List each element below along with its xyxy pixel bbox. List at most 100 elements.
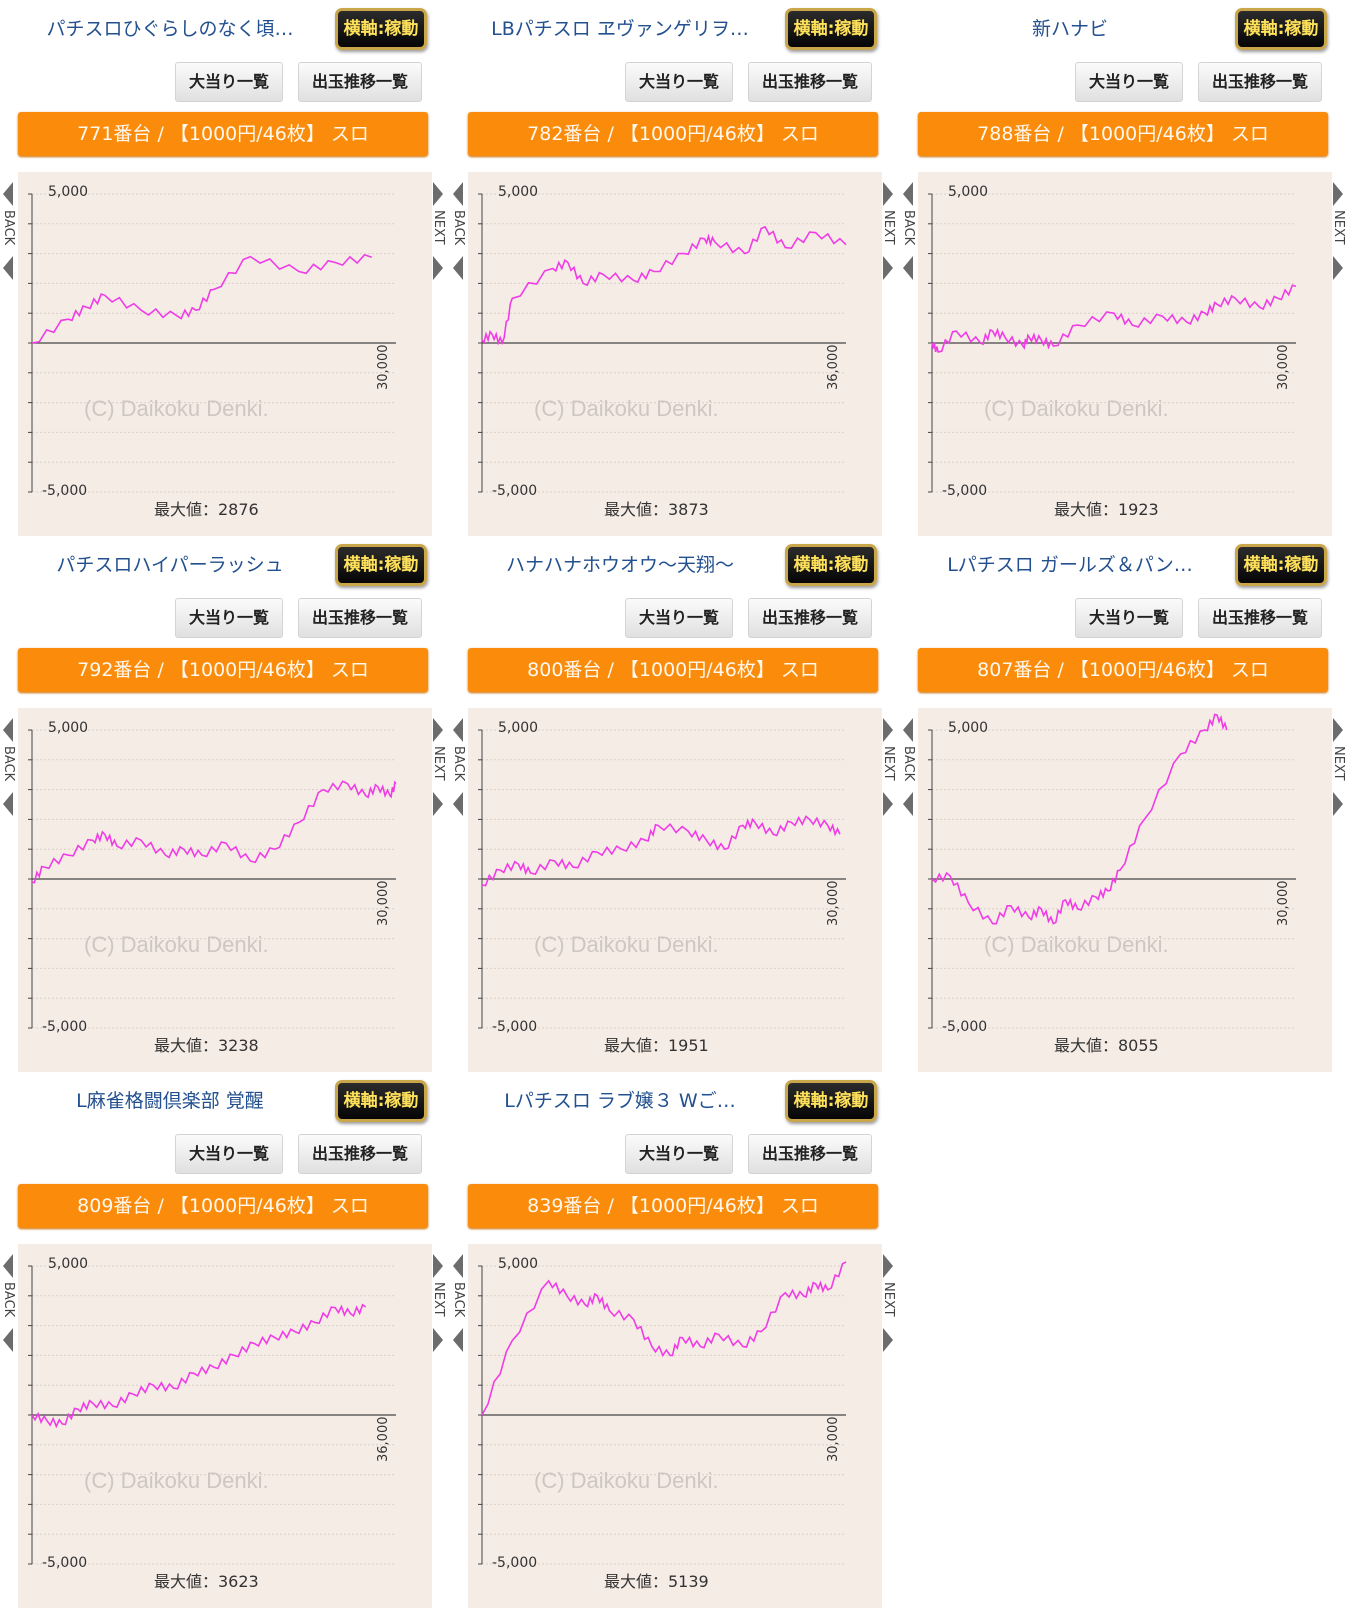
machine-number-bar[interactable]: 792番台 / 【1000円/46枚】 スロ <box>18 648 428 692</box>
next-nav[interactable]: NEXT <box>1330 182 1348 282</box>
payout-trend-button[interactable]: 出玉推移一覧 <box>748 1134 872 1174</box>
axis-toggle-button[interactable]: 横軸:稼動 <box>785 8 877 50</box>
arrow-right-icon <box>883 256 893 280</box>
jackpot-list-button[interactable]: 大当り一覧 <box>175 1134 283 1174</box>
payout-series-line <box>931 713 1228 925</box>
back-nav[interactable]: BACK <box>900 718 918 818</box>
machine-number-bar[interactable]: 809番台 / 【1000円/46枚】 スロ <box>18 1184 428 1228</box>
back-nav[interactable]: BACK <box>0 718 18 818</box>
machine-number-bar[interactable]: 800番台 / 【1000円/46枚】 スロ <box>468 648 878 692</box>
y-min-label: -5,000 <box>42 1019 88 1035</box>
machine-card: Lパチスロ ガールズ＆パン… 横軸:稼動 大当り一覧 出玉推移一覧 807番台 … <box>900 536 1350 1072</box>
chart-svg <box>478 729 846 1029</box>
payout-trend-button[interactable]: 出玉推移一覧 <box>748 598 872 638</box>
back-nav[interactable]: BACK <box>900 182 918 282</box>
machine-title[interactable]: ハナハナホウオウ〜天翔〜 <box>505 554 734 576</box>
arrow-right-icon <box>883 1254 893 1278</box>
back-label: BACK <box>451 746 466 782</box>
payout-trend-button[interactable]: 出玉推移一覧 <box>1198 598 1322 638</box>
machine-number-bar[interactable]: 839番台 / 【1000円/46枚】 スロ <box>468 1184 878 1228</box>
payout-series-line <box>31 780 397 884</box>
payout-chart: (C) Daikoku Denki. 5,000 -5,000 36,000 最… <box>468 172 882 536</box>
back-label: BACK <box>901 746 916 782</box>
back-nav[interactable]: BACK <box>0 182 18 282</box>
next-nav[interactable]: NEXT <box>430 182 448 282</box>
arrow-left-icon <box>903 718 913 742</box>
next-nav[interactable]: NEXT <box>1330 718 1348 818</box>
arrow-left-icon <box>453 1328 463 1352</box>
chart-svg <box>478 193 847 493</box>
arrow-left-icon <box>3 1254 13 1278</box>
arrow-left-icon <box>3 1328 13 1352</box>
back-nav[interactable]: BACK <box>450 1254 468 1354</box>
payout-trend-button[interactable]: 出玉推移一覧 <box>1198 62 1322 102</box>
next-label: NEXT <box>431 210 446 245</box>
next-nav[interactable]: NEXT <box>880 718 898 818</box>
machine-title[interactable]: L麻雀格闘倶楽部 覚醒 <box>76 1090 264 1112</box>
machine-title[interactable]: LBパチスロ ヱヴァンゲリヲ… <box>491 18 749 40</box>
x-max-label: 36,000 <box>376 1416 391 1463</box>
machine-title[interactable]: パチスロひぐらしのなく頃… <box>46 18 294 40</box>
back-label: BACK <box>1 746 16 782</box>
back-nav[interactable]: BACK <box>0 1254 18 1354</box>
arrow-right-icon <box>883 718 893 742</box>
arrow-left-icon <box>3 718 13 742</box>
y-max-label: 5,000 <box>48 1256 89 1272</box>
x-max-label: 30,000 <box>1276 344 1291 391</box>
back-label: BACK <box>1 210 16 246</box>
machine-number-bar[interactable]: 771番台 / 【1000円/46枚】 スロ <box>18 112 428 156</box>
next-nav[interactable]: NEXT <box>880 1254 898 1354</box>
watermark: (C) Daikoku Denki. <box>84 932 269 957</box>
payout-trend-button[interactable]: 出玉推移一覧 <box>298 598 422 638</box>
axis-toggle-button[interactable]: 横軸:稼動 <box>335 8 427 50</box>
arrow-left-icon <box>453 792 463 816</box>
jackpot-list-button[interactable]: 大当り一覧 <box>175 62 283 102</box>
machine-number-bar[interactable]: 807番台 / 【1000円/46枚】 スロ <box>918 648 1328 692</box>
axis-toggle-button[interactable]: 横軸:稼動 <box>335 544 427 586</box>
back-label: BACK <box>1 1282 16 1318</box>
machine-card: 新ハナビ 横軸:稼動 大当り一覧 出玉推移一覧 788番台 / 【1000円/4… <box>900 0 1350 536</box>
axis-toggle-button[interactable]: 横軸:稼動 <box>785 544 877 586</box>
max-value-label: 最大値：8055 <box>1054 1036 1159 1055</box>
payout-chart: (C) Daikoku Denki. 5,000 -5,000 36,000 最… <box>18 1244 432 1608</box>
axis-toggle-button[interactable]: 横軸:稼動 <box>1235 8 1327 50</box>
y-max-label: 5,000 <box>48 184 89 200</box>
machine-title[interactable]: パチスロハイパーラッシュ <box>56 554 284 576</box>
axis-toggle-button[interactable]: 横軸:稼動 <box>335 1080 427 1122</box>
back-nav[interactable]: BACK <box>450 182 468 282</box>
watermark: (C) Daikoku Denki. <box>534 396 719 421</box>
payout-trend-button[interactable]: 出玉推移一覧 <box>748 62 872 102</box>
chart-svg <box>928 193 1297 493</box>
machine-number-bar[interactable]: 788番台 / 【1000円/46枚】 スロ <box>918 112 1328 156</box>
axis-toggle-button[interactable]: 横軸:稼動 <box>1235 544 1327 586</box>
max-value-label: 最大値：1951 <box>604 1036 709 1055</box>
payout-trend-button[interactable]: 出玉推移一覧 <box>298 62 422 102</box>
y-max-label: 5,000 <box>498 184 539 200</box>
payout-chart: (C) Daikoku Denki. 5,000 -5,000 30,000 最… <box>18 708 432 1072</box>
machine-number-bar[interactable]: 782番台 / 【1000円/46枚】 スロ <box>468 112 878 156</box>
jackpot-list-button[interactable]: 大当り一覧 <box>625 598 733 638</box>
chart-svg <box>478 1261 847 1565</box>
jackpot-list-button[interactable]: 大当り一覧 <box>175 598 283 638</box>
machine-title[interactable]: Lパチスロ ラブ嬢３ Wご… <box>504 1090 736 1112</box>
jackpot-list-button[interactable]: 大当り一覧 <box>1075 598 1183 638</box>
jackpot-list-button[interactable]: 大当り一覧 <box>625 62 733 102</box>
jackpot-list-button[interactable]: 大当り一覧 <box>625 1134 733 1174</box>
jackpot-list-button[interactable]: 大当り一覧 <box>1075 62 1183 102</box>
arrow-right-icon <box>433 1254 443 1278</box>
x-max-label: 30,000 <box>376 344 391 391</box>
payout-series-line <box>481 225 847 346</box>
watermark: (C) Daikoku Denki. <box>984 396 1169 421</box>
payout-trend-button[interactable]: 出玉推移一覧 <box>298 1134 422 1174</box>
machine-title[interactable]: Lパチスロ ガールズ＆パン… <box>947 554 1193 576</box>
x-max-label: 36,000 <box>826 344 841 391</box>
next-nav[interactable]: NEXT <box>430 718 448 818</box>
chart-svg <box>928 713 1296 1029</box>
next-nav[interactable]: NEXT <box>880 182 898 282</box>
axis-toggle-button[interactable]: 横軸:稼動 <box>785 1080 877 1122</box>
y-max-label: 5,000 <box>48 720 89 736</box>
back-nav[interactable]: BACK <box>450 718 468 818</box>
watermark: (C) Daikoku Denki. <box>534 932 719 957</box>
next-nav[interactable]: NEXT <box>430 1254 448 1354</box>
machine-title[interactable]: 新ハナビ <box>1031 18 1108 40</box>
